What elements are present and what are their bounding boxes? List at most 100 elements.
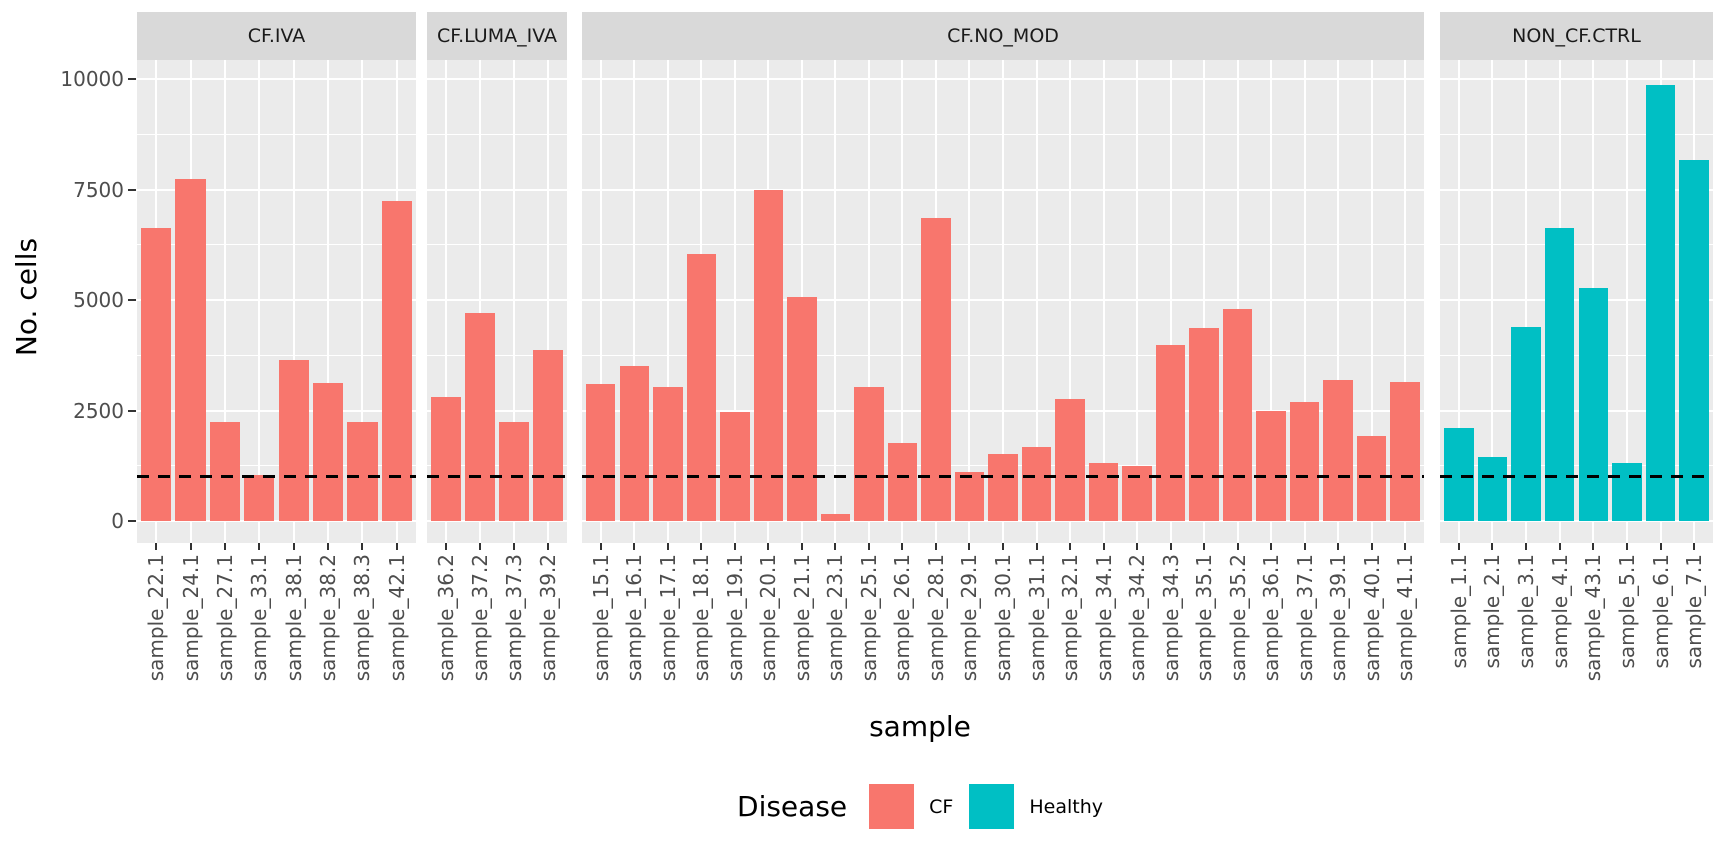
facet-panel bbox=[427, 60, 567, 543]
gridline-x bbox=[223, 60, 226, 543]
bar-sample_34.1 bbox=[1088, 463, 1119, 521]
gridline-x bbox=[633, 60, 636, 543]
x-tick-label: sample_35.1 bbox=[1192, 554, 1217, 682]
bar-sample_16.1 bbox=[619, 366, 649, 521]
gridline-major-y bbox=[427, 188, 567, 191]
healthy-color-swatch bbox=[969, 784, 1015, 829]
bar-sample_40.1 bbox=[1356, 435, 1387, 521]
x-tick-mark bbox=[934, 543, 937, 550]
gridline-x bbox=[1370, 60, 1373, 543]
x-tick-label: sample_18.1 bbox=[689, 554, 714, 682]
bar-sample_3.1 bbox=[1511, 326, 1541, 521]
bar-sample_21.1 bbox=[787, 297, 817, 521]
gridline-x bbox=[1203, 60, 1206, 543]
x-tick-mark bbox=[445, 543, 447, 550]
bar-sample_38.3 bbox=[347, 421, 378, 521]
bar-sample_7.1 bbox=[1679, 160, 1709, 521]
x-tick-label: sample_6.1 bbox=[1648, 554, 1673, 669]
bar-sample_35.2 bbox=[1222, 308, 1253, 521]
legend-label-cf: CF bbox=[929, 795, 954, 818]
x-tick-label: sample_5.1 bbox=[1614, 554, 1639, 669]
x-tick-mark bbox=[327, 543, 330, 550]
gridline-x bbox=[361, 60, 364, 543]
x-tick-label: sample_34.1 bbox=[1091, 554, 1116, 682]
x-tick-mark bbox=[733, 543, 736, 550]
x-tick-mark bbox=[968, 543, 971, 550]
x-tick-mark bbox=[1693, 543, 1696, 550]
x-tick-mark bbox=[800, 543, 803, 550]
x-tick-label: sample_37.2 bbox=[468, 554, 492, 682]
x-tick-mark bbox=[1002, 543, 1004, 550]
gridline-major-y bbox=[137, 188, 416, 191]
y-tick-mark bbox=[128, 78, 136, 80]
x-tick-mark bbox=[1370, 543, 1373, 550]
gridline-major-y bbox=[1440, 520, 1713, 522]
x-tick-mark bbox=[1659, 543, 1662, 550]
x-tick-label: sample_19.1 bbox=[722, 554, 747, 682]
x-tick-label: sample_36.2 bbox=[434, 554, 458, 682]
facet-strip: CF.IVA bbox=[137, 12, 416, 60]
x-tick-mark bbox=[258, 543, 261, 550]
gridline-x bbox=[1270, 60, 1273, 543]
x-tick-label: sample_22.1 bbox=[144, 554, 169, 682]
bar-sample_15.1 bbox=[586, 384, 616, 521]
gridline-x bbox=[327, 60, 330, 543]
x-tick-label: sample_37.3 bbox=[502, 554, 526, 682]
x-tick-label: sample_26.1 bbox=[890, 554, 915, 682]
x-tick-mark bbox=[1558, 543, 1561, 550]
bar-sample_22.1 bbox=[141, 228, 172, 521]
gridline-x bbox=[901, 60, 904, 543]
legend-title: Disease bbox=[737, 790, 848, 823]
y-tick-mark bbox=[128, 188, 136, 191]
gridline-x bbox=[1236, 60, 1239, 543]
gridline-x bbox=[1625, 60, 1628, 543]
x-tick-label: sample_38.2 bbox=[316, 554, 341, 682]
x-tick-label: sample_37.1 bbox=[1292, 554, 1317, 682]
x-tick-label: sample_29.1 bbox=[957, 554, 982, 682]
x-tick-mark bbox=[1136, 543, 1139, 550]
facet-strip-label: CF.IVA bbox=[247, 25, 306, 47]
x-tick-mark bbox=[1203, 543, 1206, 550]
x-tick-label: sample_27.1 bbox=[212, 554, 237, 682]
gridline-major-y bbox=[137, 78, 416, 80]
facet-strip: CF.LUMA_IVA bbox=[427, 12, 567, 60]
bar-sample_35.1 bbox=[1189, 327, 1219, 521]
x-tick-label: sample_2.1 bbox=[1480, 554, 1505, 669]
bar-sample_38.2 bbox=[312, 382, 344, 521]
x-tick-label: sample_39.1 bbox=[1326, 554, 1351, 682]
x-tick-mark bbox=[1525, 543, 1528, 550]
y-tick-mark bbox=[128, 520, 136, 522]
gridline-x bbox=[1491, 60, 1494, 543]
x-tick-label: sample_34.2 bbox=[1125, 554, 1150, 682]
x-tick-mark bbox=[1236, 543, 1239, 550]
x-tick-mark bbox=[1303, 543, 1306, 550]
y-tick-label: 10000 bbox=[60, 67, 124, 91]
x-tick-label: sample_34.3 bbox=[1158, 554, 1183, 682]
x-tick-label: sample_28.1 bbox=[923, 554, 948, 682]
gridline-minor-y bbox=[1440, 465, 1713, 467]
gridline-minor-y bbox=[137, 133, 416, 135]
legend: Disease CF Healthy bbox=[737, 784, 1103, 829]
gridline-x bbox=[867, 60, 870, 543]
bar-sample_25.1 bbox=[854, 387, 884, 521]
gridline-minor-y bbox=[137, 354, 416, 356]
gridline-x bbox=[1136, 60, 1139, 543]
facet-strip-label: CF.LUMA_IVA bbox=[436, 25, 557, 47]
x-tick-label: sample_25.1 bbox=[856, 554, 881, 682]
gridline-major-y bbox=[427, 78, 567, 80]
x-tick-mark bbox=[700, 543, 703, 550]
x-tick-mark bbox=[1491, 543, 1494, 550]
x-tick-mark bbox=[513, 543, 515, 550]
bar-sample_36.2 bbox=[431, 397, 461, 521]
x-tick-label: sample_31.1 bbox=[1024, 554, 1049, 682]
bar-sample_27.1 bbox=[209, 422, 241, 521]
x-tick-mark bbox=[633, 543, 636, 550]
x-tick-mark bbox=[361, 543, 364, 550]
x-tick-label: sample_40.1 bbox=[1359, 554, 1384, 682]
x-tick-label: sample_24.1 bbox=[178, 554, 203, 682]
x-tick-mark bbox=[1035, 543, 1038, 550]
x-tick-label: sample_41.1 bbox=[1393, 554, 1418, 682]
facet-strip: CF.NO_MOD bbox=[582, 12, 1424, 60]
bar-sample_17.1 bbox=[653, 386, 683, 521]
